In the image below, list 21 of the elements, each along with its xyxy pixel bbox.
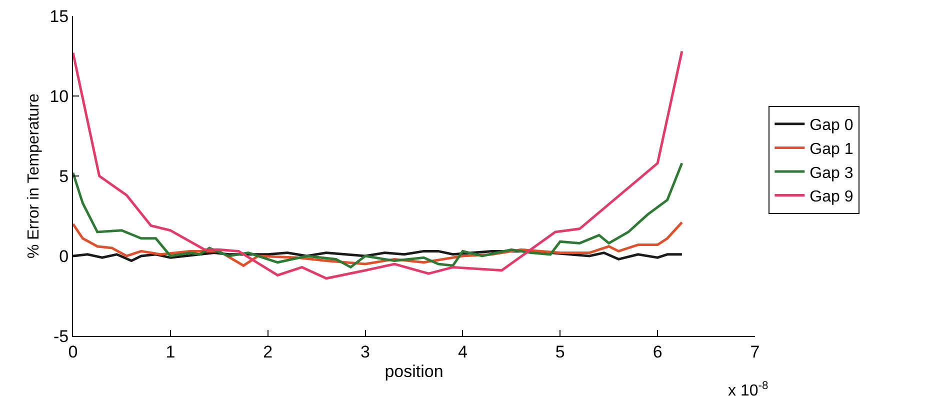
legend-label: Gap 1: [810, 140, 854, 158]
legend-label: Gap 9: [810, 188, 854, 206]
line-series: [73, 162, 684, 268]
y-tick-label: 0: [59, 246, 69, 266]
y-tick-label: 5: [59, 166, 69, 186]
x-tick-label: 6: [652, 342, 662, 362]
x-tick-label: 2: [263, 342, 273, 362]
x-axis-title: position: [384, 362, 444, 381]
x-tick-label: 1: [166, 342, 176, 362]
line-series: [73, 50, 684, 280]
x-tick-label: 4: [458, 342, 468, 362]
y-tick-label: 10: [50, 86, 69, 106]
text: x 10$^{-8}$: [728, 380, 768, 400]
x-tick-label: 3: [360, 342, 370, 362]
y-tick-label: -5: [53, 326, 69, 346]
legend-label: Gap 0: [810, 117, 854, 134]
y-tick-label: 15: [50, 6, 69, 26]
x-tick-label: 5: [555, 342, 565, 362]
legend-label: Gap 3: [810, 164, 854, 182]
y-axis-title: % Error in Temperature: [26, 93, 43, 259]
x-tick-label: 7: [750, 342, 760, 362]
